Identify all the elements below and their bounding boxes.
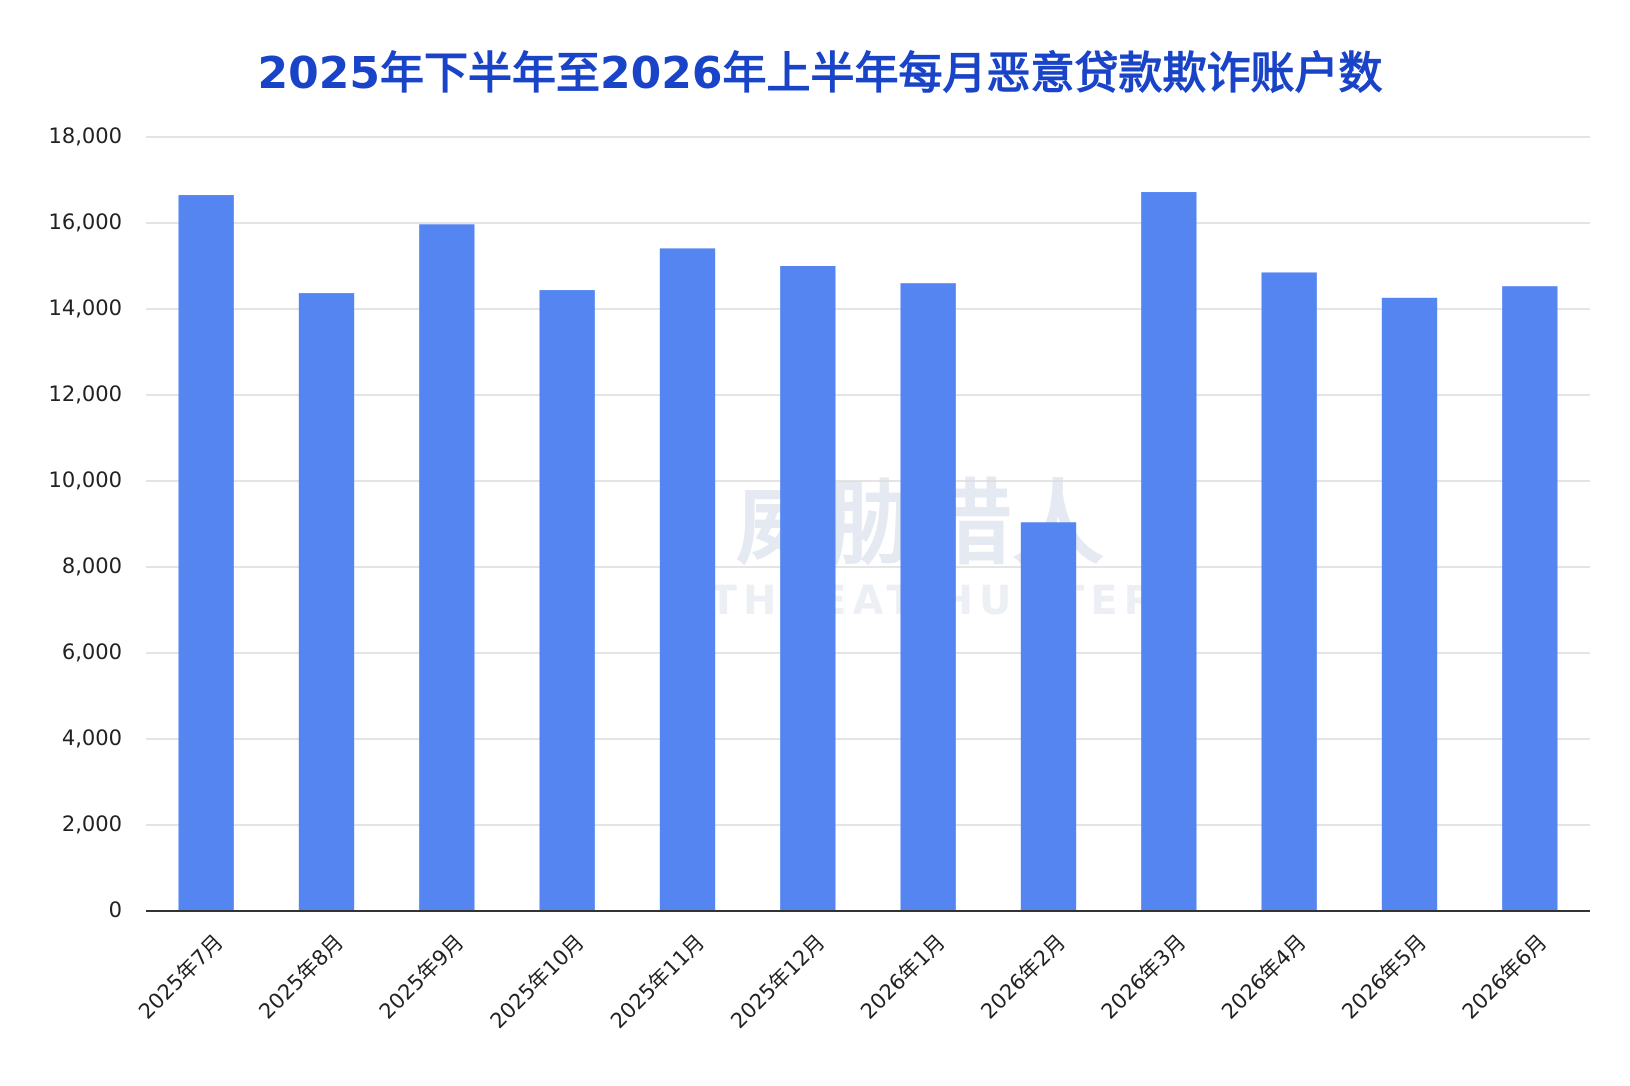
y-tick-label: 14,000 — [49, 296, 122, 320]
x-tick-label: 2026年1月 — [856, 930, 950, 1024]
x-tick-label: 2025年10月 — [486, 930, 589, 1033]
y-tick-label: 2,000 — [62, 812, 122, 836]
x-tick-label: 2026年4月 — [1217, 930, 1311, 1024]
bar — [298, 293, 355, 912]
y-tick-label: 12,000 — [49, 382, 122, 406]
x-tick-label: 2025年11月 — [606, 930, 709, 1033]
x-tick-label: 2026年5月 — [1337, 930, 1431, 1024]
bar — [419, 224, 475, 912]
x-tick-label: 2025年12月 — [726, 930, 829, 1033]
bar — [1141, 192, 1197, 912]
y-tick-label: 10,000 — [49, 468, 122, 492]
bar — [1261, 272, 1317, 911]
y-tick-label: 0 — [109, 898, 122, 922]
x-tick-label: 2026年2月 — [976, 930, 1070, 1024]
bar — [1020, 522, 1077, 911]
bar — [780, 266, 836, 911]
y-tick-label: 4,000 — [62, 726, 122, 750]
x-tick-label: 2025年7月 — [134, 930, 228, 1024]
x-tick-label: 2026年6月 — [1458, 930, 1552, 1024]
y-tick-label: 8,000 — [62, 554, 122, 578]
bar — [1381, 297, 1438, 911]
bar — [1502, 286, 1558, 912]
bar — [178, 195, 234, 912]
bar — [659, 248, 716, 911]
y-tick-label: 6,000 — [62, 640, 122, 664]
x-tick-label: 2025年8月 — [254, 930, 348, 1024]
y-tick-label: 18,000 — [49, 124, 122, 148]
chart-title: 2025年下半年至2026年上半年每月恶意贷款欺诈账户数 — [258, 48, 1383, 99]
bar — [900, 283, 956, 911]
x-tick-label: 2026年3月 — [1097, 930, 1191, 1024]
y-tick-label: 16,000 — [49, 210, 122, 234]
x-tick-label: 2025年9月 — [375, 930, 469, 1024]
bar — [539, 290, 595, 912]
